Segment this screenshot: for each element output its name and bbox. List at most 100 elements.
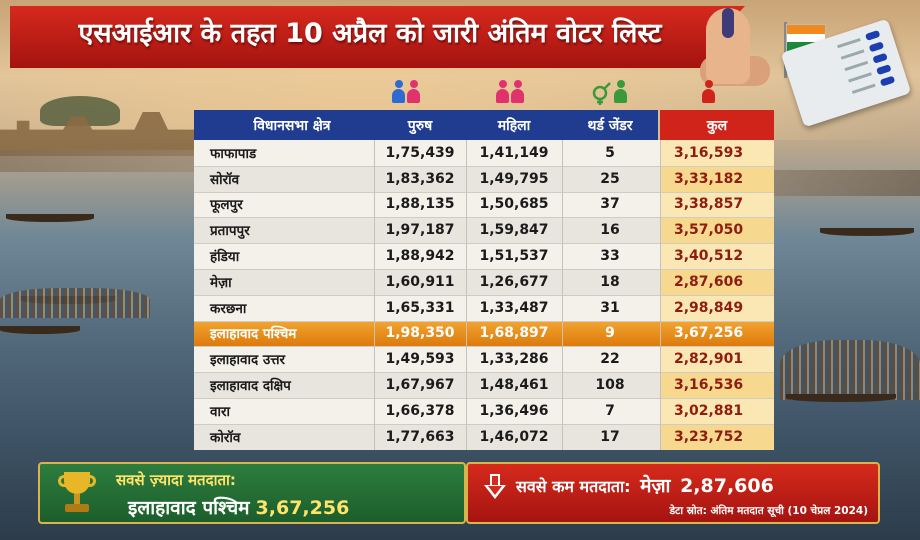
total-cell-bg <box>660 165 774 192</box>
cell-male: 1,75,439 <box>385 144 455 161</box>
cell-total: 3,02,881 <box>674 402 744 419</box>
cell-third-gender: 33 <box>600 248 620 265</box>
third-gender-icon <box>590 80 627 108</box>
table-row <box>194 140 660 166</box>
cell-third-gender: 5 <box>605 144 615 161</box>
cell-male: 1,66,378 <box>385 402 455 419</box>
total-cell-bg <box>660 217 774 244</box>
lowest-line: सवसे कम मतदाता: मेज़ा 2,87,606 <box>516 472 774 498</box>
cell-total: 3,33,182 <box>674 170 744 187</box>
cell-total: 2,98,849 <box>674 299 744 316</box>
cell-constituency: मेज़ा <box>210 274 232 291</box>
column-divider <box>562 140 563 450</box>
total-cell-bg <box>660 191 774 218</box>
trophy-icon <box>58 472 96 516</box>
cell-male: 1,83,362 <box>385 170 455 187</box>
cell-third-gender: 18 <box>600 273 620 290</box>
table-row-highlight <box>194 320 660 347</box>
ink-mark <box>722 8 734 38</box>
header-male: पुरुष <box>374 110 466 140</box>
column-divider <box>466 140 467 450</box>
river-bank-left <box>0 150 200 172</box>
row-divider <box>194 372 774 374</box>
highest-voters-panel: सवसे ज़्यादा मतदाता: इलाहावाद पश्चिम 3,67… <box>38 462 466 524</box>
table-row <box>194 165 660 192</box>
row-divider <box>194 191 774 193</box>
cell-constituency: इलाहावाद पश्चिम <box>210 326 297 343</box>
row-divider <box>194 217 774 219</box>
voter-table: विधानसभा क्षेत्र पुरुष महिला थर्ड जेंडर … <box>194 110 774 450</box>
flag-pole <box>784 22 787 78</box>
highest-name: इलाहावाद पश्चिम <box>128 497 250 519</box>
cell-total: 3,16,536 <box>674 377 744 394</box>
cell-constituency: फूलपुर <box>210 197 243 214</box>
boat-image <box>0 326 80 334</box>
lowest-label: सवसे कम मतदाता: <box>516 477 631 496</box>
cell-female: 1,26,677 <box>479 273 549 290</box>
cell-male: 1,49,593 <box>385 351 455 368</box>
cell-third-gender: 17 <box>600 428 620 445</box>
cell-female: 1,59,847 <box>479 222 549 239</box>
cell-male: 1,97,187 <box>385 222 455 239</box>
cell-female: 1,33,487 <box>479 299 549 316</box>
cell-total: 2,82,901 <box>674 351 744 368</box>
table-row <box>194 269 660 295</box>
row-divider <box>194 320 774 322</box>
title-banner <box>10 6 745 68</box>
cell-female: 1,36,496 <box>479 402 549 419</box>
data-source: डेटा स्रोत: अंतिम मतदात सूची (10 चेप्रल … <box>669 505 868 517</box>
page-title: एसआईआर के तहत 10 अप्रैल को जारी अंतिम वो… <box>78 17 662 49</box>
row-divider <box>194 423 774 425</box>
table-row <box>194 423 660 450</box>
row-divider <box>194 243 774 245</box>
cell-female: 1,50,685 <box>479 196 549 213</box>
table-row <box>194 294 660 321</box>
boat-image <box>6 214 94 222</box>
lowest-name: मेज़ा <box>640 475 671 497</box>
total-cell-bg <box>660 243 774 269</box>
row-divider <box>194 294 774 296</box>
boat-image <box>786 394 896 402</box>
cell-constituency: इलाहावाद उत्तर <box>210 352 286 369</box>
highest-value-line: इलाहावाद पश्चिम 3,67,256 <box>128 494 349 520</box>
person-icon <box>702 80 715 108</box>
cell-third-gender: 16 <box>600 222 620 239</box>
cell-third-gender: 108 <box>595 377 625 394</box>
column-divider <box>374 140 375 450</box>
table-row <box>194 372 660 398</box>
row-divider <box>194 346 774 348</box>
total-cell-bg <box>660 372 774 398</box>
cell-constituency: वारा <box>210 403 231 420</box>
cell-female: 1,41,149 <box>479 144 549 161</box>
cell-total: 3,40,512 <box>674 248 744 265</box>
highest-label: सवसे ज़्यादा मतदाता: <box>116 471 236 489</box>
cell-constituency: फाफापाड <box>210 145 257 162</box>
crowd-on-ghat <box>780 340 920 400</box>
cell-total: 3,57,050 <box>674 222 744 239</box>
table-row <box>194 217 660 244</box>
male-pair-icon <box>392 80 420 108</box>
table-row <box>194 243 660 269</box>
cell-male: 1,67,967 <box>385 377 455 394</box>
cell-total: 3,23,752 <box>674 428 744 445</box>
cell-male: 1,77,663 <box>385 428 455 445</box>
cell-male: 1,88,135 <box>385 196 455 213</box>
total-cell-bg <box>660 346 774 373</box>
cell-total: 3,16,593 <box>674 144 744 161</box>
total-cell-bg <box>660 269 774 295</box>
cell-constituency: हंडिया <box>210 249 240 266</box>
header-female: महिला <box>466 110 562 140</box>
row-divider <box>194 269 774 270</box>
highest-value: 3,67,256 <box>255 497 350 519</box>
table-row <box>194 191 660 218</box>
cell-female: 1,48,461 <box>479 377 549 394</box>
cell-female: 1,51,537 <box>479 248 549 265</box>
header-constituency: विधानसभा क्षेत्र <box>194 110 374 140</box>
cell-total: 3,67,256 <box>674 325 744 342</box>
cell-third-gender: 31 <box>600 299 620 316</box>
cell-third-gender: 9 <box>605 325 615 342</box>
cell-female: 1,68,897 <box>479 325 549 342</box>
header-third-gender: थर्ड जेंडर <box>562 110 658 140</box>
total-cell-bg <box>660 294 774 321</box>
total-cell-bg <box>660 140 774 166</box>
